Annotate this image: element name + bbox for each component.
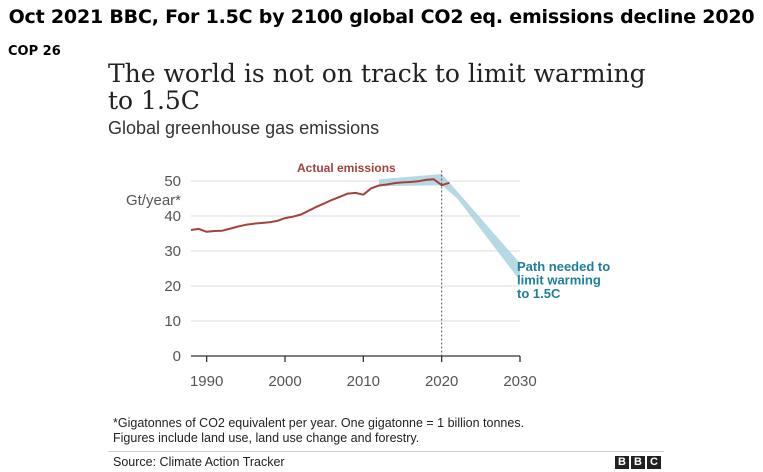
- chart-title-line-2: to 1.5C: [108, 86, 200, 115]
- bbc-logo-letter: B: [615, 456, 629, 469]
- footnote: *Gigatonnes of CO2 equivalent per year. …: [113, 416, 673, 446]
- bbc-logo-letter: C: [647, 456, 661, 469]
- x-tick-label: 1990: [190, 373, 223, 390]
- x-tick-label: 2000: [268, 373, 301, 390]
- gridlines: [191, 180, 520, 322]
- chart-subtitle: Global greenhouse gas emissions: [108, 118, 380, 138]
- x-tick-label: 2020: [425, 373, 458, 390]
- event-tag: COP 26: [8, 44, 61, 59]
- source-text: Source: Climate Action Tracker: [113, 455, 285, 469]
- y-tick-label: 50: [164, 173, 181, 190]
- footnote-line-2: Figures include land use, land use chang…: [113, 431, 420, 445]
- y-tick-label: 40: [164, 208, 181, 225]
- source-divider: [108, 451, 664, 452]
- x-tick-label: 2030: [503, 373, 536, 390]
- actual-line-layer: [190, 178, 450, 233]
- y-tick-label: 20: [164, 278, 181, 295]
- path-needed-label: Path needed to: [517, 259, 610, 274]
- actual-emissions-line: [190, 178, 450, 233]
- path-band-layer: [379, 174, 520, 281]
- path-needed-band: [379, 174, 520, 281]
- y-axis-unit-label: Gt/year*: [126, 192, 181, 209]
- y-tick-label: 0: [173, 348, 181, 365]
- path-needed-label: limit warming: [517, 273, 601, 288]
- axis-layer: [191, 170, 521, 362]
- y-tick-label: 10: [164, 313, 181, 330]
- footnote-line-1: *Gigatonnes of CO2 equivalent per year. …: [113, 416, 525, 430]
- y-tick-label: 30: [164, 243, 181, 260]
- bbc-logo-letter: B: [631, 456, 645, 469]
- chart-title-line-1: The world is not on track to limit warmi…: [108, 59, 646, 88]
- bbc-logo: B B C: [615, 456, 661, 469]
- chart-title: The world is not on track to limit warmi…: [108, 60, 668, 114]
- path-needed-label: to 1.5C: [517, 286, 561, 301]
- x-tick-label: 2010: [347, 373, 380, 390]
- headline: Oct 2021 BBC, For 1.5C by 2100 global CO…: [8, 6, 755, 28]
- actual-emissions-label: Actual emissions: [297, 161, 396, 175]
